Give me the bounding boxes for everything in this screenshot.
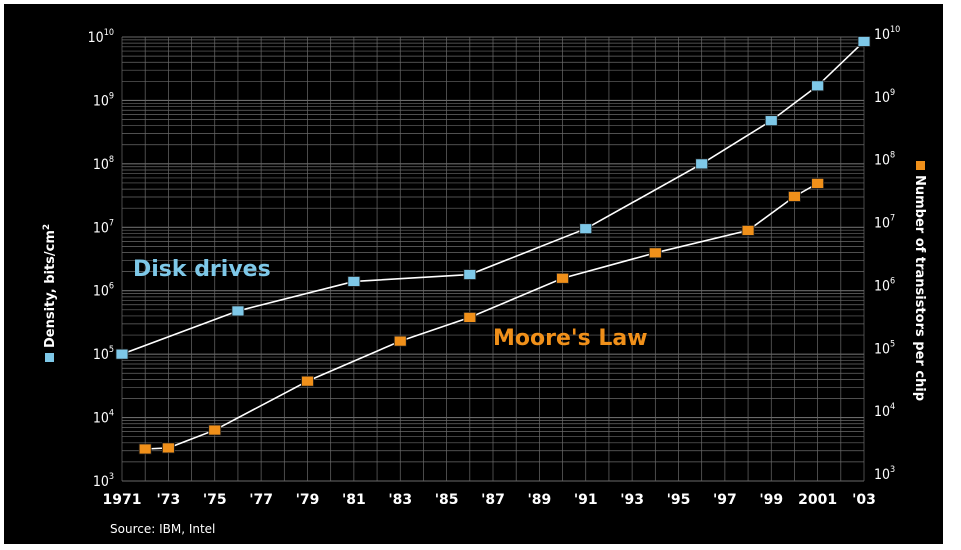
data-point-disk-drives [857,36,871,47]
right-y-tick-label: 107 [874,214,895,232]
x-tick-label: '99 [759,492,783,508]
x-tick-label: '93 [620,492,644,508]
moores-law-legend-swatch [916,161,925,170]
left-y-axis: 103 104 105 106 107 108 109 1010 [88,28,114,490]
x-tick-label: '81 [342,492,366,508]
data-point-disk-drives [695,158,709,170]
x-tick-label: '75 [203,492,227,508]
right-axis-label: Number of transistors per chip [912,175,927,401]
x-tick-label: 1971 [103,492,142,508]
data-point-disk-drives [463,269,477,280]
data-point-moore-s-law [393,335,407,347]
left-axis-label-sup: 2 [42,224,52,230]
x-axis: 1971 '73 '75 '77 '79 '81 '83 '85 '87 '89 '91 '93 '95… [103,492,876,508]
right-y-tick-label: 106 [874,276,895,294]
series-label-moores-law: Moore's Law [493,326,648,351]
data-point-moore-s-law [811,177,825,189]
left-y-tick-label: 109 [93,91,114,109]
left-y-tick-label: 105 [93,345,114,363]
left-y-tick-label: 1010 [88,28,114,46]
right-y-tick-label: 105 [874,339,895,357]
data-point-moore-s-law [208,424,222,436]
left-y-tick-label: 104 [93,409,114,427]
left-y-tick-label: 108 [93,155,114,173]
right-y-axis: 103 104 105 106 107 108 109 1010 [874,25,900,483]
x-tick-label: '77 [249,492,273,508]
x-tick-label: '91 [574,492,598,508]
data-point-disk-drives [231,305,245,317]
data-point-moore-s-law [463,312,477,323]
data-point-disk-drives [579,223,593,235]
right-y-tick-label: 103 [874,465,895,483]
disk-drives-legend-swatch [45,353,54,362]
data-point-moore-s-law [161,442,175,454]
data-point-disk-drives [347,276,361,287]
series-label-disk-drives: Disk drives [133,257,271,282]
svg-text:Density, bits/cm2: Density, bits/cm2 [42,224,58,348]
data-point-moore-s-law [788,191,801,202]
x-tick-label: '87 [481,492,505,508]
data-point-moore-s-law [741,225,755,236]
right-y-tick-label: 108 [874,151,895,169]
x-tick-label: '95 [667,492,691,508]
right-axis-title: Number of transistors per chip [912,161,927,401]
right-y-tick-label: 109 [874,88,895,106]
right-y-tick-label: 1010 [874,25,900,43]
x-tick-label: '85 [435,492,459,508]
x-tick-label: '79 [296,492,320,508]
chart-frame: 1971 '73 '75 '77 '79 '81 '83 '85 '87 '89 '91 '93 '95… [4,4,943,544]
data-point-disk-drives [764,115,778,127]
data-point-disk-drives [115,348,129,360]
x-tick-label: '83 [388,492,412,508]
data-point-moore-s-law [556,272,569,284]
x-tick-label: '73 [156,492,180,508]
x-tick-label: '03 [852,492,876,508]
x-tick-label: '89 [527,492,551,508]
data-point-disk-drives [811,80,825,92]
series-layer [115,36,871,455]
left-y-tick-label: 106 [93,282,114,300]
moores-law-chart: 1971 '73 '75 '77 '79 '81 '83 '85 '87 '89 '91 '93 '95… [42,25,927,536]
right-y-tick-label: 104 [874,402,895,420]
grid [121,36,865,482]
left-y-tick-label: 107 [93,218,114,236]
left-y-tick-label: 103 [93,472,114,490]
left-axis-title: Density, bits/cm2 [42,224,58,362]
source-note: Source: IBM, Intel [110,522,215,536]
data-point-moore-s-law [301,375,314,387]
x-tick-label: 2001 [798,492,837,508]
data-point-moore-s-law [138,443,152,455]
left-axis-label: Density, bits/cm [43,230,58,348]
data-point-moore-s-law [648,247,662,259]
x-tick-label: '97 [713,492,737,508]
